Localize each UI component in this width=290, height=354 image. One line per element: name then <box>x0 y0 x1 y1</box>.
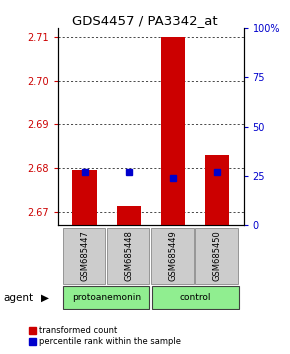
Text: GSM685449: GSM685449 <box>168 230 177 281</box>
Bar <box>72 170 97 225</box>
Text: GDS4457 / PA3342_at: GDS4457 / PA3342_at <box>72 14 218 27</box>
FancyBboxPatch shape <box>195 228 238 284</box>
Text: agent: agent <box>3 293 33 303</box>
FancyBboxPatch shape <box>152 286 239 309</box>
Text: ▶: ▶ <box>41 293 49 303</box>
Text: protoanemonin: protoanemonin <box>72 293 141 302</box>
FancyBboxPatch shape <box>151 228 194 284</box>
Text: GSM685450: GSM685450 <box>213 230 222 281</box>
FancyBboxPatch shape <box>63 228 105 284</box>
Bar <box>117 206 141 225</box>
Text: control: control <box>179 293 211 302</box>
Legend: transformed count, percentile rank within the sample: transformed count, percentile rank withi… <box>27 325 183 348</box>
Bar <box>161 37 185 225</box>
Bar <box>205 155 229 225</box>
Text: GSM685447: GSM685447 <box>80 230 89 281</box>
FancyBboxPatch shape <box>107 228 149 284</box>
Text: GSM685448: GSM685448 <box>124 230 133 281</box>
FancyBboxPatch shape <box>63 286 149 309</box>
